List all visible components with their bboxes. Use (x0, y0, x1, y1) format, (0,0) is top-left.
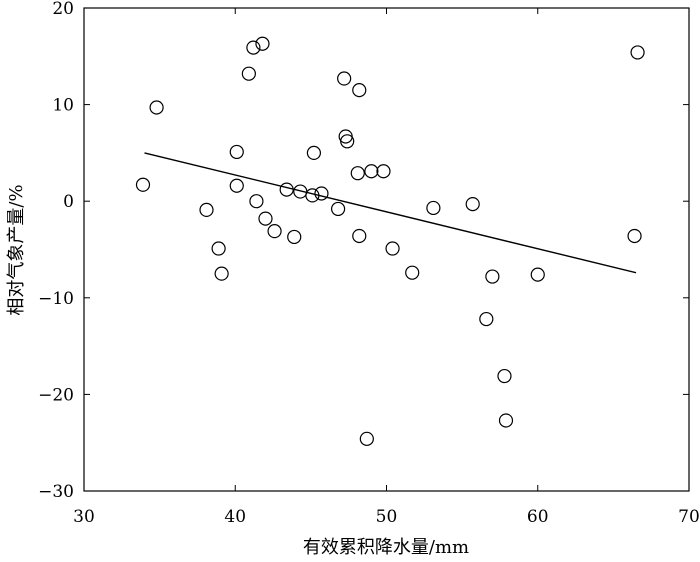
scatter-point (246, 40, 261, 55)
scatter-point (376, 164, 391, 179)
scatter-point (364, 164, 379, 179)
y-tick-label: −10 (38, 289, 74, 309)
scatter-point (255, 36, 270, 51)
scatter-point (305, 188, 320, 203)
y-tick-label: 20 (52, 0, 74, 19)
y-tick-label: −30 (38, 482, 74, 502)
y-axis-ticks: −30 −20 −10 0 10 20 (38, 0, 689, 502)
x-tick-label: 60 (527, 507, 549, 527)
x-tick-label: 30 (73, 507, 95, 527)
scatter-point (331, 201, 346, 217)
scatter-point (530, 267, 545, 282)
trend-line (144, 152, 637, 274)
y-tick-label: 0 (63, 192, 74, 212)
scatter-point (498, 413, 514, 428)
x-tick-label: 70 (678, 507, 700, 527)
scatter-point (337, 71, 352, 86)
x-axis-ticks: 30 40 50 60 70 (73, 8, 700, 527)
scatter-point (479, 311, 494, 327)
y-tick-label: 10 (52, 96, 74, 116)
scatter-point (241, 66, 256, 81)
x-tick-label: 40 (224, 507, 246, 527)
scatter-point (229, 144, 244, 160)
scatter-point (497, 368, 512, 384)
scatter-point (306, 145, 321, 160)
scatter-point (199, 202, 214, 217)
scatter-point (359, 431, 374, 446)
scatter-point (229, 178, 244, 193)
scatter-point (385, 241, 400, 256)
scatter-point (352, 228, 367, 244)
scatter-point (267, 224, 282, 239)
scatter-point (258, 211, 273, 226)
scatter-point (350, 166, 365, 181)
scatter-point (405, 265, 420, 280)
y-tick-label: −20 (38, 385, 74, 405)
scatter-point (627, 228, 642, 244)
scatter-point (630, 45, 645, 60)
scatter-point (249, 194, 264, 209)
scatter-point (314, 186, 329, 201)
scatter-point (279, 182, 294, 197)
scatter-point (465, 196, 480, 212)
scatter-point (287, 229, 302, 245)
scatter-point (352, 83, 367, 98)
y-axis-title: 相对气象产量/% (6, 184, 27, 315)
scatter-point (340, 134, 355, 149)
x-axis-title: 有效累积降水量/mm (303, 537, 469, 558)
scatter-point (211, 241, 226, 256)
scatter-point (135, 177, 151, 192)
scatter-point (485, 269, 500, 284)
x-tick-label: 50 (376, 507, 398, 527)
data-points (135, 36, 645, 446)
scatter-point (214, 266, 229, 281)
scatter-point (426, 200, 441, 216)
scatter-point (149, 100, 164, 115)
